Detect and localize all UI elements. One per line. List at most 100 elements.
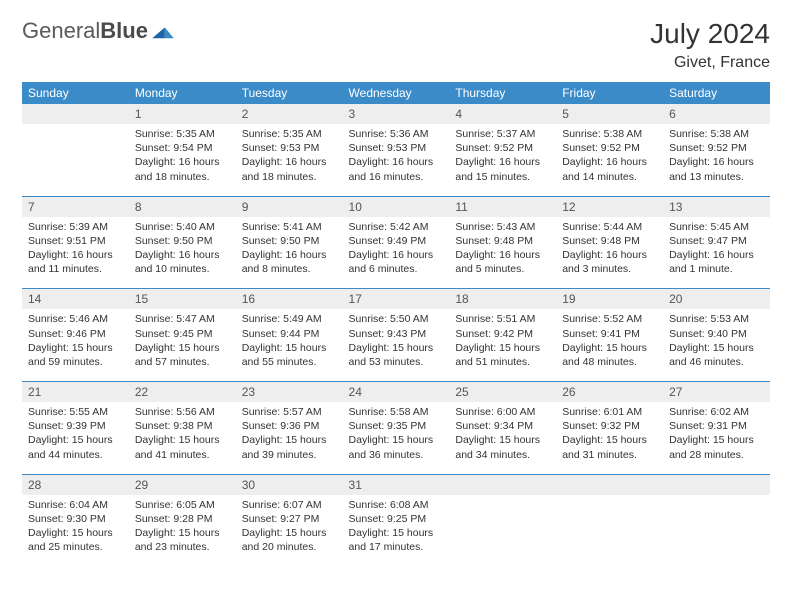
day-number-cell: 27 <box>663 382 770 402</box>
empty-cell <box>22 104 129 124</box>
day-detail-cell: Sunrise: 6:00 AMSunset: 9:34 PMDaylight:… <box>449 402 556 474</box>
calendar-table: Sunday Monday Tuesday Wednesday Thursday… <box>22 82 770 566</box>
day-number-cell: 10 <box>343 197 450 217</box>
day-number-cell: 31 <box>343 475 450 495</box>
weekday-header: Wednesday <box>343 82 450 104</box>
day-detail-cell: Sunrise: 5:50 AMSunset: 9:43 PMDaylight:… <box>343 309 450 381</box>
day-detail-cell: Sunrise: 6:04 AMSunset: 9:30 PMDaylight:… <box>22 495 129 567</box>
day-number-cell: 18 <box>449 289 556 309</box>
day-number-cell: 30 <box>236 475 343 495</box>
day-detail-cell: Sunrise: 5:39 AMSunset: 9:51 PMDaylight:… <box>22 217 129 289</box>
day-number-cell: 17 <box>343 289 450 309</box>
day-detail-cell: Sunrise: 5:35 AMSunset: 9:53 PMDaylight:… <box>236 124 343 196</box>
day-number-cell: 8 <box>129 197 236 217</box>
day-detail-cell: Sunrise: 5:45 AMSunset: 9:47 PMDaylight:… <box>663 217 770 289</box>
day-number-cell: 5 <box>556 104 663 124</box>
day-detail-cell: Sunrise: 5:56 AMSunset: 9:38 PMDaylight:… <box>129 402 236 474</box>
day-number-cell: 14 <box>22 289 129 309</box>
calendar-body: 123456Sunrise: 5:35 AMSunset: 9:54 PMDay… <box>22 104 770 566</box>
day-detail-cell: Sunrise: 5:37 AMSunset: 9:52 PMDaylight:… <box>449 124 556 196</box>
header: GeneralBlue July 2024 Givet, France <box>22 18 770 72</box>
day-number-cell: 1 <box>129 104 236 124</box>
month-title: July 2024 <box>650 18 770 50</box>
day-number-cell: 9 <box>236 197 343 217</box>
day-detail-cell: Sunrise: 6:01 AMSunset: 9:32 PMDaylight:… <box>556 402 663 474</box>
day-number-cell: 25 <box>449 382 556 402</box>
brand-triangle-icon <box>152 22 174 40</box>
weekday-header: Saturday <box>663 82 770 104</box>
day-number-cell: 12 <box>556 197 663 217</box>
day-number-cell: 7 <box>22 197 129 217</box>
empty-cell <box>556 475 663 495</box>
empty-cell <box>556 495 663 567</box>
day-number-cell: 4 <box>449 104 556 124</box>
day-detail-cell: Sunrise: 5:38 AMSunset: 9:52 PMDaylight:… <box>663 124 770 196</box>
empty-cell <box>663 475 770 495</box>
day-number-cell: 16 <box>236 289 343 309</box>
day-detail-cell: Sunrise: 6:05 AMSunset: 9:28 PMDaylight:… <box>129 495 236 567</box>
day-detail-row: Sunrise: 5:55 AMSunset: 9:39 PMDaylight:… <box>22 402 770 474</box>
day-detail-cell: Sunrise: 6:08 AMSunset: 9:25 PMDaylight:… <box>343 495 450 567</box>
day-number-row: 78910111213 <box>22 197 770 217</box>
day-number-row: 21222324252627 <box>22 382 770 402</box>
day-number-cell: 28 <box>22 475 129 495</box>
day-detail-cell: Sunrise: 5:53 AMSunset: 9:40 PMDaylight:… <box>663 309 770 381</box>
day-detail-cell: Sunrise: 5:52 AMSunset: 9:41 PMDaylight:… <box>556 309 663 381</box>
day-number-row: 28293031 <box>22 475 770 495</box>
weekday-header: Monday <box>129 82 236 104</box>
day-detail-cell: Sunrise: 5:47 AMSunset: 9:45 PMDaylight:… <box>129 309 236 381</box>
day-number-cell: 21 <box>22 382 129 402</box>
weekday-header: Sunday <box>22 82 129 104</box>
day-number-cell: 13 <box>663 197 770 217</box>
day-detail-cell: Sunrise: 6:07 AMSunset: 9:27 PMDaylight:… <box>236 495 343 567</box>
day-number-cell: 29 <box>129 475 236 495</box>
weekday-header: Tuesday <box>236 82 343 104</box>
brand-part2: Blue <box>100 18 148 43</box>
day-detail-cell: Sunrise: 5:46 AMSunset: 9:46 PMDaylight:… <box>22 309 129 381</box>
day-number-cell: 6 <box>663 104 770 124</box>
day-number-row: 123456 <box>22 104 770 124</box>
weekday-header: Thursday <box>449 82 556 104</box>
day-detail-cell: Sunrise: 5:51 AMSunset: 9:42 PMDaylight:… <box>449 309 556 381</box>
day-detail-cell: Sunrise: 5:36 AMSunset: 9:53 PMDaylight:… <box>343 124 450 196</box>
day-number-cell: 19 <box>556 289 663 309</box>
brand-logo: GeneralBlue <box>22 18 174 44</box>
brand-part1: General <box>22 18 100 43</box>
day-detail-cell: Sunrise: 5:49 AMSunset: 9:44 PMDaylight:… <box>236 309 343 381</box>
day-number-cell: 23 <box>236 382 343 402</box>
day-detail-cell: Sunrise: 5:38 AMSunset: 9:52 PMDaylight:… <box>556 124 663 196</box>
day-detail-row: Sunrise: 6:04 AMSunset: 9:30 PMDaylight:… <box>22 495 770 567</box>
day-detail-cell: Sunrise: 5:43 AMSunset: 9:48 PMDaylight:… <box>449 217 556 289</box>
day-number-cell: 11 <box>449 197 556 217</box>
day-detail-cell: Sunrise: 5:40 AMSunset: 9:50 PMDaylight:… <box>129 217 236 289</box>
day-number-cell: 2 <box>236 104 343 124</box>
day-detail-cell: Sunrise: 5:41 AMSunset: 9:50 PMDaylight:… <box>236 217 343 289</box>
day-detail-cell: Sunrise: 5:35 AMSunset: 9:54 PMDaylight:… <box>129 124 236 196</box>
title-block: July 2024 Givet, France <box>650 18 770 72</box>
empty-cell <box>449 495 556 567</box>
day-number-cell: 22 <box>129 382 236 402</box>
day-detail-cell: Sunrise: 5:55 AMSunset: 9:39 PMDaylight:… <box>22 402 129 474</box>
day-number-row: 14151617181920 <box>22 289 770 309</box>
calendar-page: GeneralBlue July 2024 Givet, France Sund… <box>0 0 792 584</box>
day-detail-cell: Sunrise: 5:42 AMSunset: 9:49 PMDaylight:… <box>343 217 450 289</box>
day-detail-row: Sunrise: 5:46 AMSunset: 9:46 PMDaylight:… <box>22 309 770 381</box>
empty-cell <box>449 475 556 495</box>
day-detail-row: Sunrise: 5:39 AMSunset: 9:51 PMDaylight:… <box>22 217 770 289</box>
day-detail-cell: Sunrise: 5:58 AMSunset: 9:35 PMDaylight:… <box>343 402 450 474</box>
day-number-cell: 24 <box>343 382 450 402</box>
day-detail-cell: Sunrise: 6:02 AMSunset: 9:31 PMDaylight:… <box>663 402 770 474</box>
brand-text: GeneralBlue <box>22 18 148 44</box>
location-label: Givet, France <box>650 54 770 72</box>
day-detail-row: Sunrise: 5:35 AMSunset: 9:54 PMDaylight:… <box>22 124 770 196</box>
day-detail-cell: Sunrise: 5:44 AMSunset: 9:48 PMDaylight:… <box>556 217 663 289</box>
day-number-cell: 3 <box>343 104 450 124</box>
empty-cell <box>22 124 129 196</box>
day-detail-cell: Sunrise: 5:57 AMSunset: 9:36 PMDaylight:… <box>236 402 343 474</box>
day-number-cell: 20 <box>663 289 770 309</box>
weekday-header-row: Sunday Monday Tuesday Wednesday Thursday… <box>22 82 770 104</box>
day-number-cell: 26 <box>556 382 663 402</box>
weekday-header: Friday <box>556 82 663 104</box>
day-number-cell: 15 <box>129 289 236 309</box>
empty-cell <box>663 495 770 567</box>
